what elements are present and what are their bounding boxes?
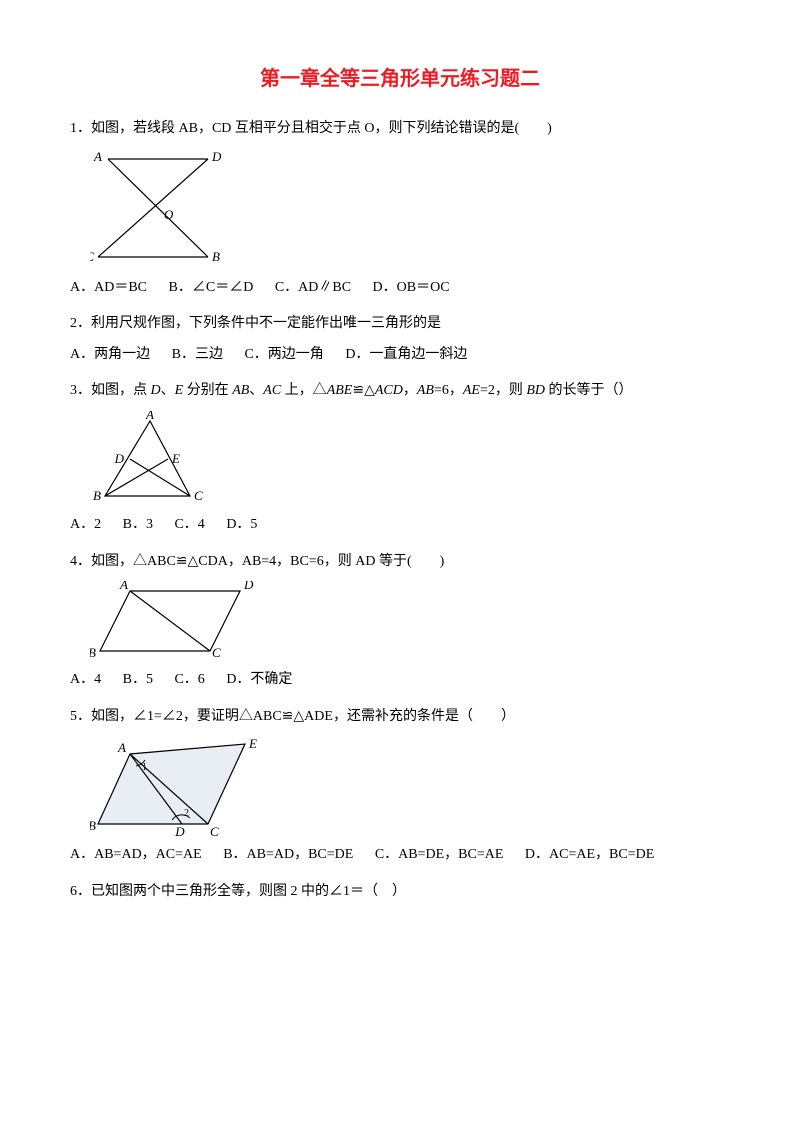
- q2-optB: B．三边: [172, 342, 223, 369]
- svg-text:A: A: [117, 740, 126, 755]
- q5-optD: D．AC=AE，BC=DE: [525, 842, 654, 869]
- q2-optD: D．一直角边一斜边: [345, 342, 467, 369]
- q4-figure: A D B C: [90, 581, 730, 661]
- q3-figure: A D E B C: [90, 411, 730, 506]
- q3-optA: A．2: [70, 512, 101, 539]
- svg-text:B: B: [93, 488, 101, 503]
- svg-text:C: C: [210, 824, 219, 836]
- svg-text:E: E: [248, 736, 257, 751]
- q6-text: 6．已知图两个中三角形全等，则图 2 中的∠1＝（ ）: [70, 879, 730, 906]
- svg-text:A: A: [93, 149, 102, 164]
- svg-text:B: B: [90, 645, 96, 660]
- svg-text:D: D: [211, 149, 222, 164]
- q2-text: 2．利用尺规作图，下列条件中不一定能作出唯一三角形的是: [70, 311, 730, 338]
- q1-optC: C．AD∥BC: [275, 275, 351, 302]
- q3-optC: C．4: [174, 512, 204, 539]
- q1-optB: B．∠C＝∠D: [169, 275, 254, 302]
- q5-optA: A．AB=AD，AC=AE: [70, 842, 202, 869]
- svg-text:1: 1: [142, 762, 147, 773]
- q4-optB: B．5: [123, 667, 153, 694]
- page-title: 第一章全等三角形单元练习题二: [70, 60, 730, 98]
- svg-text:E: E: [171, 451, 180, 466]
- q1-optD: D．OB＝OC: [373, 275, 450, 302]
- q4-optC: C．6: [174, 667, 204, 694]
- svg-text:B: B: [212, 249, 220, 264]
- q2-options: A．两角一边 B．三边 C．两边一角 D．一直角边一斜边: [70, 342, 730, 369]
- q4-optD: D．不确定: [226, 667, 292, 694]
- q1-options: A．AD＝BC B．∠C＝∠D C．AD∥BC D．OB＝OC: [70, 275, 730, 302]
- q3-optB: B．3: [123, 512, 153, 539]
- svg-text:2: 2: [184, 808, 189, 819]
- q5-optC: C．AB=DE，BC=AE: [375, 842, 504, 869]
- svg-text:D: D: [174, 824, 185, 836]
- q1-text: 1．如图，若线段 AB，CD 互相平分且相交于点 O，则下列结论错误的是( ): [70, 116, 730, 143]
- q4-optA: A．4: [70, 667, 101, 694]
- svg-text:C: C: [90, 249, 94, 264]
- svg-text:C: C: [194, 488, 203, 503]
- svg-text:C: C: [212, 645, 221, 660]
- q3-options: A．2 B．3 C．4 D．5: [70, 512, 730, 539]
- q1-optA: A．AD＝BC: [70, 275, 147, 302]
- svg-text:D: D: [243, 581, 254, 592]
- svg-text:B: B: [90, 818, 96, 833]
- q5-optB: B．AB=AD，BC=DE: [223, 842, 353, 869]
- q5-text: 5．如图，∠1=∠2，要证明△ABC≌△ADE，还需补充的条件是（ ）: [70, 704, 730, 731]
- q1-figure: A D C B O: [90, 149, 730, 269]
- q2-optC: C．两边一角: [244, 342, 323, 369]
- svg-text:A: A: [145, 411, 154, 422]
- q5-figure: A E B D C 1 2: [90, 736, 730, 836]
- q3-optD: D．5: [226, 512, 257, 539]
- q5-options: A．AB=AD，AC=AE B．AB=AD，BC=DE C．AB=DE，BC=A…: [70, 842, 730, 869]
- q3-text: 3．如图，点 D、E 分别在 AB、AC 上，△ABE≌△ACD，AB=6，AE…: [70, 378, 730, 405]
- svg-text:O: O: [164, 207, 174, 222]
- q4-options: A．4 B．5 C．6 D．不确定: [70, 667, 730, 694]
- q4-text: 4．如图，△ABC≌△CDA，AB=4，BC=6，则 AD 等于( ): [70, 549, 730, 576]
- q2-optA: A．两角一边: [70, 342, 150, 369]
- svg-text:D: D: [114, 451, 125, 466]
- svg-text:A: A: [119, 581, 128, 592]
